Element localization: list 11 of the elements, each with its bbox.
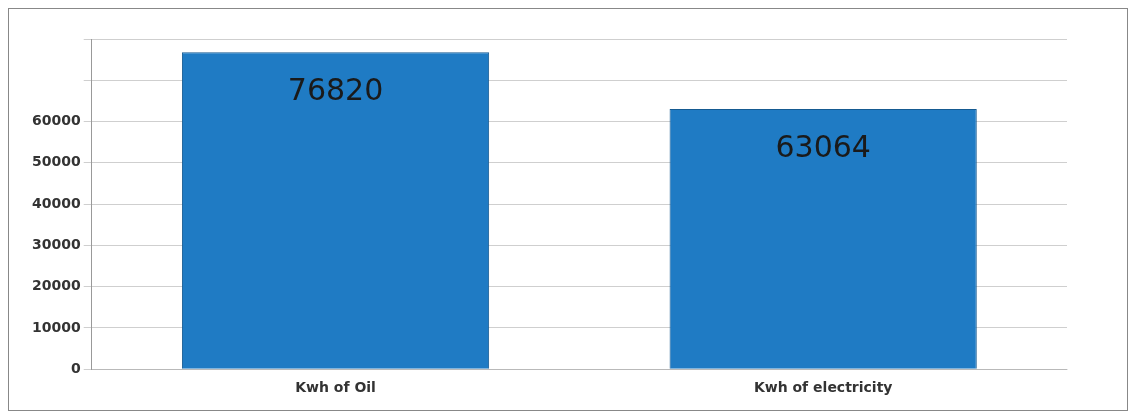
data-label: 76820 — [287, 71, 384, 107]
y-tick-label: 20000 — [31, 277, 81, 294]
y-tick-label: 0 — [70, 359, 81, 376]
y-tick-label: 30000 — [31, 236, 81, 253]
data-label: 63064 — [775, 128, 871, 164]
x-tick-label: Kwh of electricity — [753, 379, 893, 396]
x-tick-label: Kwh of Oil — [295, 379, 376, 396]
y-tick-label: 50000 — [31, 153, 81, 170]
y-tick-label: 60000 — [31, 112, 81, 129]
y-tick-label: 10000 — [31, 318, 81, 335]
y-tick-label: 40000 — [31, 194, 81, 211]
